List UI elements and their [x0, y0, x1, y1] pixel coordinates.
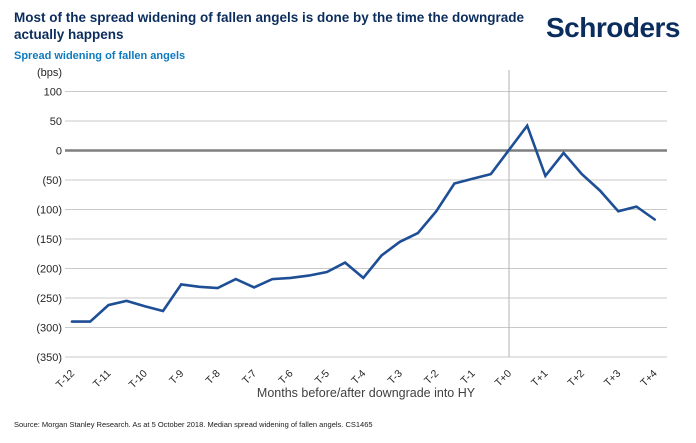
- y-tick-label: (200): [36, 264, 62, 276]
- x-tick-label: T-11: [91, 368, 114, 391]
- y-tick-label: (350): [36, 352, 62, 364]
- y-tick-label: (250): [36, 293, 62, 305]
- x-tick-label: T+0: [493, 368, 515, 390]
- chart-subtitle: Spread widening of fallen angels: [14, 50, 186, 62]
- x-tick-label: T-4: [349, 368, 368, 387]
- page-title: Most of the spread widening of fallen an…: [14, 10, 525, 42]
- x-tick-label: T-9: [167, 368, 186, 387]
- y-tick-label: (300): [36, 323, 62, 335]
- x-tick-label: T-1: [458, 368, 477, 387]
- y-tick-label: 100: [44, 87, 62, 99]
- x-tick-label: T-10: [127, 368, 150, 391]
- x-tick-label: T-8: [204, 368, 223, 387]
- x-tick-label: T-3: [386, 368, 405, 387]
- x-tick-label: T-12: [54, 368, 77, 391]
- x-tick-label: T+3: [602, 368, 624, 390]
- spread-series-line: [70, 123, 657, 323]
- y-tick-label: (100): [36, 205, 62, 217]
- schroders-logo: Schroders: [546, 12, 681, 43]
- x-tick-label: T+4: [638, 368, 660, 390]
- y-axis-unit-label: (bps): [37, 67, 62, 79]
- x-tick-label: T-5: [313, 368, 332, 387]
- x-axis-title: Months before/after downgrade into HY: [257, 386, 476, 400]
- x-tick-label: T-7: [240, 368, 259, 387]
- x-tick-label: T-6: [276, 368, 295, 387]
- y-tick-label: (150): [36, 234, 62, 246]
- x-tick-label: T+2: [565, 368, 587, 390]
- x-tick-label: T-2: [422, 368, 441, 387]
- y-tick-label: 50: [50, 116, 62, 128]
- y-tick-label: 0: [56, 146, 62, 158]
- source-note: Source: Morgan Stanley Research. As at 5…: [14, 420, 373, 429]
- x-tick-label: T+1: [529, 368, 551, 390]
- y-tick-label: (50): [42, 175, 62, 187]
